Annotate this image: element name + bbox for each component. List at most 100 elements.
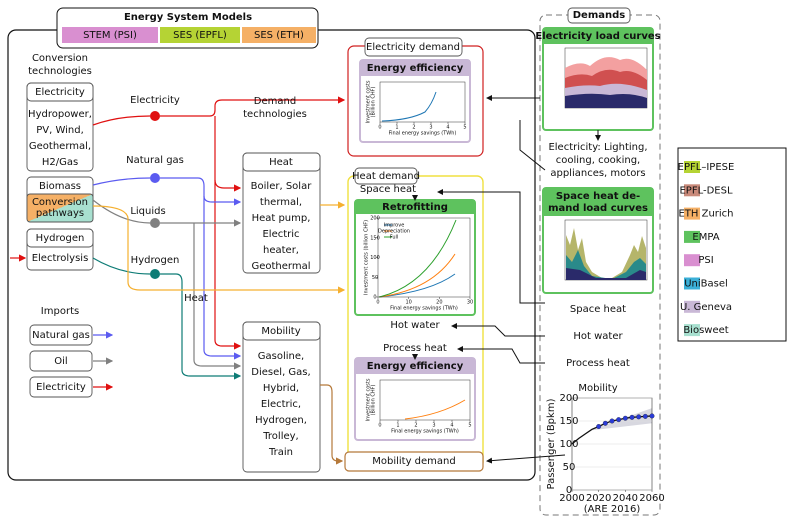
axis-label: Final energy savings (TWh) (390, 306, 458, 312)
tick-label: 200 (370, 216, 380, 222)
carrier-node (150, 173, 160, 183)
label: Conversion (32, 197, 88, 208)
label: Electricity load curves (535, 31, 660, 42)
legend-swatch (684, 161, 700, 173)
label: Demand (254, 96, 296, 107)
legend-swatch (684, 207, 700, 220)
label: Electricity (130, 95, 180, 106)
label: Heat (184, 293, 208, 304)
point (622, 415, 628, 421)
label: PV, Wind, (36, 125, 84, 136)
label: Diesel, Gas, (251, 367, 310, 378)
label: Oil (54, 356, 67, 367)
carrier-node (150, 218, 160, 228)
legend-label: EPFL-DESL (679, 185, 732, 196)
tick-label: 3 (432, 423, 435, 429)
point (629, 414, 635, 420)
tick-label: 20 (436, 300, 442, 306)
label: Natural gas (32, 330, 90, 341)
tick-label: 5 (468, 423, 471, 429)
label: Mobility demand (372, 456, 456, 467)
label: Energy efficiency (367, 361, 464, 372)
tick-label: 0 (566, 485, 572, 496)
tick-label: 1 (396, 423, 399, 429)
point (649, 413, 655, 419)
label: mand load curves (548, 203, 648, 214)
label: Space heat de- (556, 191, 640, 202)
label: Hydrogen (131, 255, 180, 266)
tick-label: 2 (414, 423, 417, 429)
label: Retrofitting (382, 202, 448, 213)
tick-label: 0 (376, 300, 379, 306)
tick-label: 100 (370, 255, 380, 261)
label: Liquids (130, 206, 165, 217)
tick-label: 2020 (586, 493, 611, 504)
label: Electricity (36, 382, 86, 393)
label: Hydrogen, (255, 415, 307, 426)
label: Energy efficiency (367, 63, 464, 74)
label: Heat demand (352, 171, 420, 182)
legend-label: EMPA (692, 232, 719, 243)
tick-label: 0 (378, 125, 381, 131)
label: Electricity: Lighting, (548, 142, 647, 153)
point (616, 417, 622, 423)
label: Space heat (570, 304, 626, 315)
legend-label: EPFL–IPESE (678, 162, 735, 173)
point (609, 418, 615, 424)
label: Hot water (573, 331, 623, 342)
label: (ARE 2016) (584, 504, 641, 515)
label: Demands (573, 10, 626, 21)
legend-swatch (684, 300, 700, 313)
label: pathways (36, 208, 84, 219)
point (602, 420, 608, 426)
carrier-node (150, 111, 160, 121)
tick-label: 2060 (639, 493, 664, 504)
tick-label: 150 (370, 235, 380, 241)
label: Trolley, (262, 431, 298, 442)
tick-label: 100 (559, 439, 578, 450)
tick-label: 2000 (559, 493, 584, 504)
point (642, 413, 648, 419)
label: Imports (41, 306, 79, 317)
legend-swatch (684, 324, 700, 337)
label: Boiler, Solar (251, 181, 313, 192)
tick-label: 2 (412, 125, 415, 131)
legend-label: Depreciation (378, 229, 410, 235)
legend-label: Improve (384, 223, 405, 229)
label: thermal, (260, 197, 302, 208)
label: cooling, cooking, (556, 155, 641, 166)
axis-label: Investment costs (366, 80, 372, 123)
label: Electricity (35, 87, 85, 98)
legend-swatch (684, 254, 700, 267)
label: Conversion (32, 53, 88, 64)
label: SES (EPFL) (173, 30, 227, 41)
tick-label: 150 (559, 416, 578, 427)
label: Heat pump, (252, 213, 311, 224)
label: Geothermal (251, 261, 310, 272)
tick-label: 200 (559, 393, 578, 404)
label: Natural gas (126, 155, 184, 166)
label: Process heat (566, 358, 630, 369)
label: Biomass (39, 181, 81, 192)
legend-label: Biosweet (683, 325, 728, 336)
content: Energy System Models STEM (PSI) SES (EPFL)… (28, 10, 734, 515)
tick-label: 50 (563, 462, 576, 473)
legend-label: ETH Zurich (678, 209, 733, 220)
tick-label: 50 (372, 275, 378, 281)
legend-label: PSI (698, 255, 713, 266)
label: SES (ETH) (254, 30, 304, 41)
label: Heat (269, 157, 293, 168)
point (636, 414, 642, 420)
label: Hydropower, (28, 109, 92, 120)
axis-label: (Billion CHF) (371, 385, 377, 416)
label: appliances, motors (550, 168, 645, 179)
carrier-node (150, 269, 160, 279)
label: Hydrogen (36, 233, 85, 244)
legend-label: U. Geneva (680, 302, 732, 313)
tick-label: 2040 (613, 493, 638, 504)
tick-label: 10 (405, 300, 411, 306)
plot-frame (379, 379, 471, 421)
label: Hybrid, (263, 383, 299, 394)
label: heater, (263, 245, 299, 256)
